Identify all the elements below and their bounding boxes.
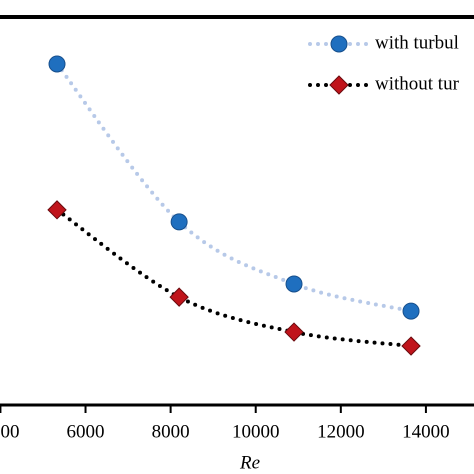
legend-marker <box>329 75 349 95</box>
x-tick-label: 8000 <box>152 421 190 442</box>
x-tick-label: 6000 <box>67 421 105 442</box>
x-tick-label: 10000 <box>232 421 280 442</box>
x-tick-label: 4000 <box>0 421 19 442</box>
data-point <box>402 302 420 320</box>
data-point <box>170 213 188 231</box>
x-tick-label: 14000 <box>402 421 450 442</box>
data-point <box>284 322 304 342</box>
data-point <box>285 275 303 293</box>
data-point <box>169 287 189 307</box>
series-line <box>55 61 414 314</box>
legend-label: without tur <box>375 73 460 94</box>
legend-label: with turbul <box>375 32 459 53</box>
x-tick-label: 12000 <box>317 421 365 442</box>
series-line <box>55 207 414 349</box>
data-point <box>48 55 66 73</box>
data-point <box>401 336 421 356</box>
legend-marker <box>330 35 348 53</box>
x-axis-label: Re <box>239 452 260 473</box>
data-point <box>47 200 67 220</box>
